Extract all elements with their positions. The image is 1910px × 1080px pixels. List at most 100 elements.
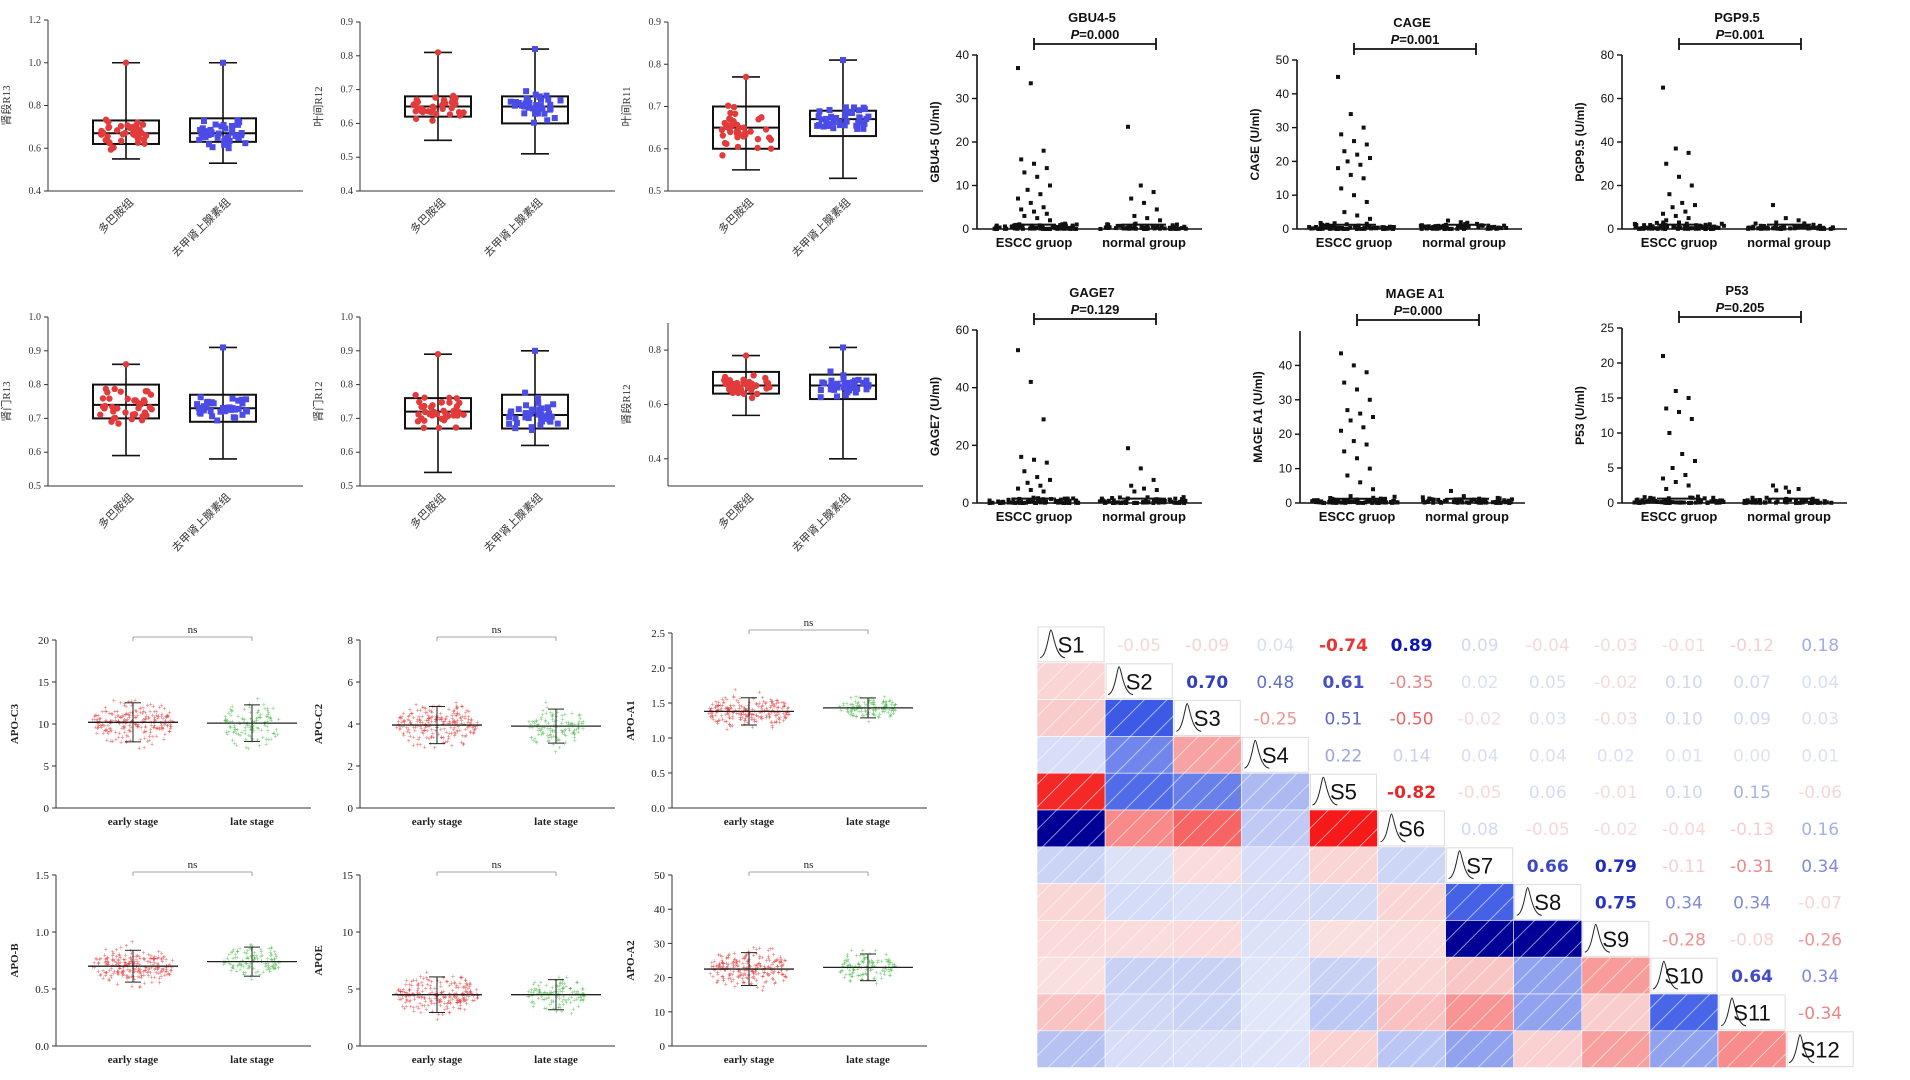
data-point: + xyxy=(227,710,231,717)
data-point xyxy=(209,413,216,420)
data-point: + xyxy=(448,983,452,990)
data-point: + xyxy=(557,1002,561,1009)
data-point: + xyxy=(158,980,162,987)
data-point: + xyxy=(460,975,464,982)
data-point: + xyxy=(236,963,240,970)
data-point: + xyxy=(244,961,248,968)
x-tick-label: late stage xyxy=(534,816,578,828)
data-point: + xyxy=(777,970,781,977)
data-point: + xyxy=(428,716,432,723)
data-point xyxy=(1761,226,1766,231)
data-point: + xyxy=(137,746,141,753)
data-point: + xyxy=(268,716,272,723)
data-point: + xyxy=(462,994,466,1001)
data-point xyxy=(1162,226,1167,231)
data-point xyxy=(235,397,242,404)
data-point: + xyxy=(440,716,444,723)
data-point xyxy=(1142,200,1146,205)
data-point: + xyxy=(551,728,555,735)
data-point: + xyxy=(723,719,727,726)
data-point: + xyxy=(546,720,550,727)
data-point: + xyxy=(446,999,450,1006)
data-point: + xyxy=(751,716,755,723)
heatmap-cell-hatch xyxy=(1037,662,1106,700)
data-point: + xyxy=(893,702,897,709)
y-tick-label: 2.0 xyxy=(651,663,665,675)
x-tick-label: 多巴胺组 xyxy=(715,195,756,236)
data-point: + xyxy=(162,954,166,961)
data-point xyxy=(446,399,453,406)
data-point: + xyxy=(118,959,122,966)
data-point: + xyxy=(763,979,767,986)
data-point xyxy=(139,121,147,128)
data-point xyxy=(126,124,133,131)
data-point: + xyxy=(447,718,451,725)
data-point: + xyxy=(867,698,871,705)
y-tick-label: 1.0 xyxy=(35,927,49,939)
data-point xyxy=(834,380,841,387)
data-point: + xyxy=(459,975,463,982)
y-axis-title: CAGE (U/ml) xyxy=(1248,108,1262,180)
y-axis-title: GAGE7 (U/ml) xyxy=(928,377,942,456)
data-point: + xyxy=(95,957,99,964)
data-point: + xyxy=(132,977,136,984)
data-point: + xyxy=(872,699,876,706)
data-point: + xyxy=(714,719,718,726)
data-point: + xyxy=(251,727,255,734)
data-point xyxy=(1162,500,1167,505)
data-point xyxy=(1307,225,1312,230)
heatmap-cell-hatch xyxy=(1309,994,1378,1031)
data-point xyxy=(1705,500,1710,505)
data-point: + xyxy=(716,977,720,984)
data-point: + xyxy=(264,963,268,970)
data-point xyxy=(1035,216,1040,221)
data-point: + xyxy=(449,730,453,737)
data-point: + xyxy=(468,981,472,988)
data-point xyxy=(122,361,130,368)
data-point: + xyxy=(448,720,452,727)
x-tick-label: 多巴胺组 xyxy=(95,490,136,531)
data-point: + xyxy=(717,703,721,710)
data-point xyxy=(1016,348,1020,353)
data-point: + xyxy=(434,715,438,722)
x-tick-label: late stage xyxy=(846,816,890,828)
data-point xyxy=(439,105,446,113)
data-point: + xyxy=(96,723,100,730)
data-point: + xyxy=(240,729,244,736)
heatmap-cell-hatch xyxy=(1105,810,1174,847)
y-tick-label: 40 xyxy=(956,48,970,62)
data-point: + xyxy=(551,742,555,749)
data-point: + xyxy=(774,713,778,720)
data-point xyxy=(540,415,547,422)
data-point xyxy=(1339,351,1343,356)
data-point: + xyxy=(144,717,148,724)
data-point: + xyxy=(560,985,564,992)
data-point: + xyxy=(760,695,764,702)
data-point xyxy=(105,118,112,126)
data-point: + xyxy=(752,952,756,959)
data-point: + xyxy=(122,700,126,707)
data-point xyxy=(1721,223,1726,228)
data-point: + xyxy=(473,724,477,731)
data-point: + xyxy=(438,716,442,723)
data-point: + xyxy=(724,712,728,719)
data-point: + xyxy=(446,1005,450,1012)
data-point: + xyxy=(582,993,586,1000)
data-point: + xyxy=(223,714,227,721)
data-point: + xyxy=(227,720,231,727)
data-point: + xyxy=(776,699,780,706)
data-point: + xyxy=(160,967,164,974)
data-point: + xyxy=(165,723,169,730)
data-point: + xyxy=(780,960,784,967)
data-point: + xyxy=(159,957,163,964)
data-point: + xyxy=(136,721,140,728)
data-point: + xyxy=(861,953,865,960)
data-point: + xyxy=(443,717,447,724)
heatmap-cell-hatch xyxy=(1581,994,1650,1031)
data-point xyxy=(816,108,823,115)
data-point: + xyxy=(458,975,462,982)
data-point: + xyxy=(256,710,260,717)
data-point: + xyxy=(168,710,172,717)
y-tick-label: 20 xyxy=(1276,154,1290,168)
data-point: + xyxy=(742,967,746,974)
